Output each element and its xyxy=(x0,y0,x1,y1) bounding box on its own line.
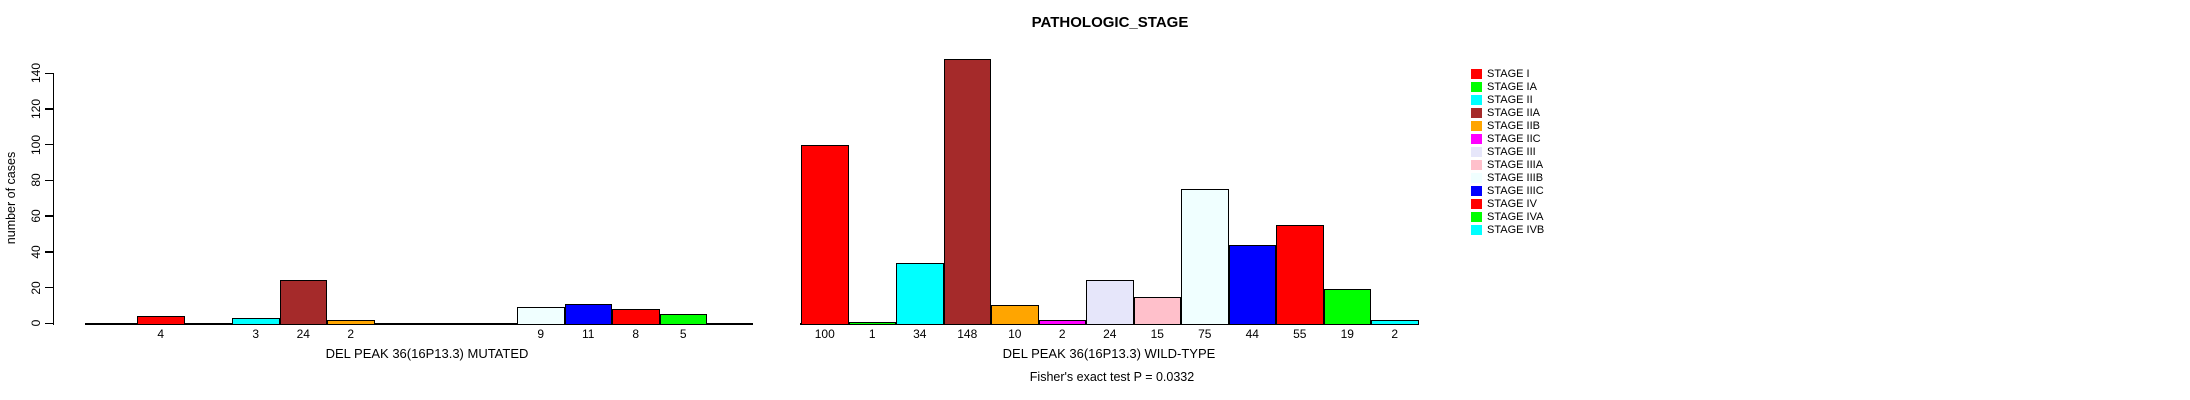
legend-swatch-stage-ivb xyxy=(1471,225,1482,235)
y-tick-label: 80 xyxy=(29,173,43,188)
bar-value-label: 5 xyxy=(679,326,687,341)
bar-stage-iia xyxy=(279,280,327,325)
bar-stage-iib xyxy=(991,305,1039,325)
legend-label: STAGE IVA xyxy=(1487,211,1544,223)
legend-swatch-stage-ia xyxy=(1471,82,1482,92)
legend-label: STAGE I xyxy=(1487,68,1530,80)
x-baseline xyxy=(85,323,753,325)
bar-value-label: 9 xyxy=(537,326,545,341)
bar-stage-iiic xyxy=(1228,244,1276,325)
y-tick xyxy=(44,286,53,289)
bar-stage-iva xyxy=(659,314,707,325)
legend-label: STAGE IIIC xyxy=(1487,185,1544,197)
legend-swatch-stage-iii xyxy=(1471,147,1482,157)
y-tick-label: 0 xyxy=(29,319,43,327)
legend-swatch-stage-iic xyxy=(1471,134,1482,144)
legend-label: STAGE IIIB xyxy=(1487,172,1544,184)
legend-swatch-stage-i xyxy=(1471,69,1482,79)
bar-value-label: 4 xyxy=(157,326,165,341)
legend-label: STAGE IIA xyxy=(1487,107,1540,119)
bar-stage-iiib xyxy=(517,307,565,325)
legend-swatch-stage-iia xyxy=(1471,108,1482,118)
y-axis-line xyxy=(52,72,54,325)
bar-stage-iv xyxy=(612,309,660,325)
bar-stage-iib xyxy=(327,319,375,325)
y-tick xyxy=(44,72,53,75)
y-tick xyxy=(44,143,53,146)
bar-value-label: 1 xyxy=(868,326,876,341)
bar-stage-ia xyxy=(848,321,896,325)
y-tick-label: 60 xyxy=(29,209,43,223)
y-tick xyxy=(44,322,53,325)
bar-stage-ii xyxy=(232,317,280,325)
bar-stage-iia xyxy=(943,59,991,325)
y-tick-label: 120 xyxy=(29,98,43,120)
legend-label: STAGE IIIA xyxy=(1487,159,1544,171)
bar-value-label: 34 xyxy=(913,326,927,341)
y-tick-label: 140 xyxy=(29,63,43,84)
legend-swatch-stage-iva xyxy=(1471,212,1482,222)
y-tick-label: 40 xyxy=(29,245,43,259)
group-label-wild-type: DEL PEAK 36(16P13.3) WILD-TYPE xyxy=(1002,346,1216,361)
y-tick xyxy=(44,108,53,110)
y-tick-label: 20 xyxy=(29,280,43,295)
bar-value-label: 10 xyxy=(1008,326,1022,341)
chart-title: PATHOLOGIC_STAGE xyxy=(1031,14,1189,31)
bar-stage-iiic xyxy=(564,303,612,325)
bar-stage-iiib xyxy=(1181,189,1229,325)
bar-stage-iva xyxy=(1323,289,1371,325)
legend-label: STAGE IIC xyxy=(1487,133,1541,145)
bar-value-label: 100 xyxy=(814,326,835,341)
y-tick-label: 100 xyxy=(29,134,43,155)
bar-value-label: 55 xyxy=(1293,326,1307,341)
legend-swatch-stage-iiic xyxy=(1471,186,1482,196)
legend-swatch-stage-iib xyxy=(1471,121,1482,131)
legend-swatch-stage-iiia xyxy=(1471,160,1482,170)
bar-stage-ii xyxy=(896,262,944,325)
bar-value-label: 19 xyxy=(1340,326,1354,341)
legend-label: STAGE IVB xyxy=(1487,224,1545,236)
bar-value-label: 24 xyxy=(1103,326,1117,341)
bar-value-label: 3 xyxy=(252,326,260,341)
bar-stage-ivb xyxy=(1371,319,1419,325)
bar-value-label: 24 xyxy=(296,326,310,341)
bar-value-label: 148 xyxy=(957,326,978,341)
bar-value-label: 2 xyxy=(1058,326,1066,341)
bar-value-label: 2 xyxy=(1391,326,1399,341)
legend-swatch-stage-iv xyxy=(1471,199,1482,209)
legend-label: STAGE IV xyxy=(1487,198,1537,210)
legend-label: STAGE IIB xyxy=(1487,120,1540,132)
legend-label: STAGE II xyxy=(1487,94,1533,106)
y-axis-label: number of cases xyxy=(4,151,18,245)
bar-value-label: 44 xyxy=(1245,326,1259,341)
bar-value-label: 11 xyxy=(582,326,595,341)
bar-stage-i xyxy=(801,144,849,325)
y-tick xyxy=(44,215,53,217)
bar-value-label: 8 xyxy=(632,326,640,341)
legend-swatch-stage-ii xyxy=(1471,95,1482,105)
legend-swatch-stage-iiib xyxy=(1471,173,1482,183)
y-tick xyxy=(44,251,53,253)
bar-stage-iii xyxy=(1086,280,1134,325)
bar-stage-i xyxy=(137,316,185,325)
legend-label: STAGE III xyxy=(1487,146,1536,158)
fisher-test-note: Fisher's exact test P = 0.0332 xyxy=(1029,370,1195,384)
bar-stage-iv xyxy=(1276,225,1324,325)
bar-stage-iic xyxy=(1038,319,1086,325)
legend-label: STAGE IA xyxy=(1487,81,1537,93)
bar-value-label: 15 xyxy=(1150,326,1164,341)
y-tick xyxy=(44,179,53,182)
bar-stage-iiia xyxy=(1133,296,1181,325)
bar-value-label: 75 xyxy=(1198,326,1212,341)
group-label-mutated: DEL PEAK 36(16P13.3) MUTATED xyxy=(325,346,529,361)
bar-value-label: 2 xyxy=(347,326,355,341)
